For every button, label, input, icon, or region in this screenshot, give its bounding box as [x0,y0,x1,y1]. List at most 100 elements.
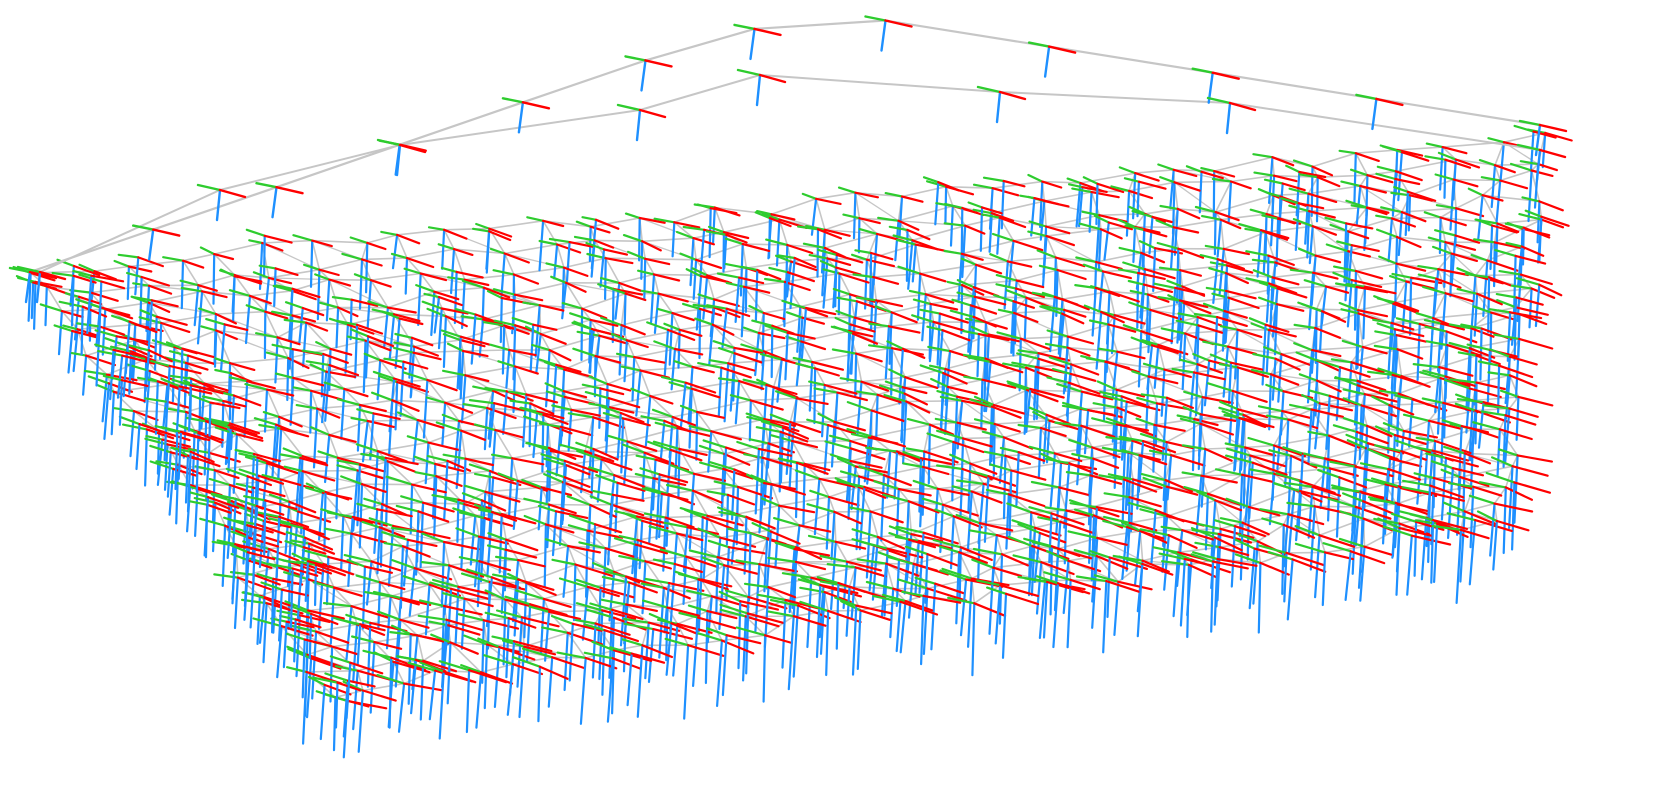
graph-edge [182,253,215,262]
y-axis [83,369,109,376]
z-axis [565,241,571,283]
graph-edge [869,510,879,538]
x-axis [1395,334,1427,343]
y-axis [1324,216,1348,225]
y-axis [785,335,803,343]
x-axis [1310,349,1342,358]
x-axis [1165,396,1195,409]
y-axis [1308,389,1331,397]
graph-edge [525,582,545,600]
y-axis [888,225,909,232]
y-axis [705,230,728,236]
graph-edge [1213,156,1274,172]
z-axis [325,278,331,322]
x-axis [1493,164,1516,174]
y-axis [897,265,922,275]
y-axis [1175,319,1200,327]
z-axis [699,516,704,581]
x-axis [562,390,588,399]
graph-edge [919,272,927,296]
y-axis [748,438,770,445]
y-axis [305,486,324,494]
graph-edge [589,319,601,337]
y-axis [1376,165,1397,173]
z-axis [373,450,379,510]
y-axis [1487,137,1506,144]
z-axis [1360,393,1366,449]
graph-edge [266,388,281,418]
y-axis [858,465,886,477]
graph-edge [633,356,642,372]
y-axis [538,422,562,428]
graph-edge [671,411,698,418]
graph-edge [1061,290,1111,301]
graph-edge [503,243,558,255]
x-axis [1454,234,1481,244]
graph-edge [1355,262,1398,272]
y-axis [709,461,736,471]
x-axis [446,459,472,472]
z-axis [937,329,944,389]
y-axis [538,358,558,366]
graph-edge [662,578,703,589]
z-axis [286,357,290,402]
y-axis [819,260,838,269]
y-axis [425,396,447,404]
y-axis [1011,361,1037,368]
x-axis [1179,269,1203,277]
graph-edge [685,555,703,581]
x-axis [1311,165,1334,177]
y-axis [729,394,752,402]
y-axis [740,265,759,272]
graph-edge [1214,499,1244,524]
coordinate-frame [636,269,681,324]
coordinate-frame [839,377,890,436]
coordinate-frame [415,284,460,337]
graph-edge [710,418,766,433]
x-axis [1441,146,1468,155]
graph-edge [791,440,806,465]
x-axis [561,481,593,494]
x-axis [993,422,1021,433]
x-axis [289,560,324,576]
y-axis [1206,382,1234,393]
y-axis [685,268,703,278]
x-axis [310,389,343,401]
x-axis [613,474,646,488]
graph-edge [556,243,565,269]
z-axis [404,257,409,295]
y-axis [705,304,728,310]
y-axis [1061,401,1090,412]
y-axis [1435,204,1458,210]
x-axis [563,459,599,474]
graph-edge [1390,317,1434,324]
z-axis [816,228,820,278]
x-axis [1468,387,1502,399]
x-axis [459,338,486,348]
graph-edge [743,281,786,288]
x-axis [564,281,587,293]
z-axis [478,318,485,358]
x-axis [246,380,276,390]
graph-edge [444,389,494,404]
x-axis [1236,328,1263,338]
y-axis [982,176,1005,183]
z-axis [1347,244,1353,286]
y-axis [750,474,773,486]
x-axis [512,273,540,285]
z-axis [1265,328,1271,373]
y-axis [1192,353,1211,362]
x-axis [1131,439,1163,453]
y-axis [989,463,1013,472]
x-axis [370,560,402,572]
z-axis [320,352,325,398]
coordinate-frame [584,391,641,442]
y-axis [271,310,294,317]
z-axis [990,403,995,463]
coordinate-frame [314,273,352,322]
y-axis [1017,423,1043,430]
y-axis [854,249,873,255]
x-axis [611,493,645,502]
